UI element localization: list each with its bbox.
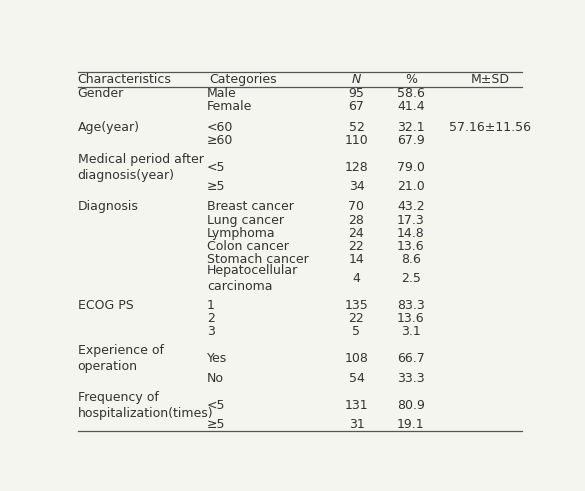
Text: Experience of
operation: Experience of operation: [78, 344, 164, 373]
Text: 13.6: 13.6: [397, 312, 425, 326]
Text: <5: <5: [207, 399, 225, 411]
Text: Yes: Yes: [207, 352, 227, 365]
Text: Hepatocellular
carcinoma: Hepatocellular carcinoma: [207, 265, 298, 294]
Text: 19.1: 19.1: [397, 418, 425, 431]
Text: 21.0: 21.0: [397, 180, 425, 193]
Text: 3.1: 3.1: [401, 326, 421, 338]
Text: 5: 5: [353, 326, 360, 338]
Text: Lung cancer: Lung cancer: [207, 214, 284, 226]
Text: 4: 4: [353, 273, 360, 285]
Text: 108: 108: [345, 352, 369, 365]
Text: 33.3: 33.3: [397, 372, 425, 385]
Text: M±SD: M±SD: [471, 73, 510, 86]
Text: 54: 54: [349, 372, 364, 385]
Text: 57.16±11.56: 57.16±11.56: [449, 121, 531, 134]
Text: 41.4: 41.4: [397, 100, 425, 113]
Text: 43.2: 43.2: [397, 200, 425, 214]
Text: 14.8: 14.8: [397, 227, 425, 240]
Text: No: No: [207, 372, 224, 385]
Text: 22: 22: [349, 312, 364, 326]
Text: Breast cancer: Breast cancer: [207, 200, 294, 214]
Text: 67: 67: [349, 100, 364, 113]
Text: 17.3: 17.3: [397, 214, 425, 226]
Text: Age(year): Age(year): [78, 121, 140, 134]
Text: 135: 135: [345, 299, 369, 312]
Text: Colon cancer: Colon cancer: [207, 240, 289, 253]
Text: N: N: [352, 73, 361, 86]
Text: 70: 70: [349, 200, 364, 214]
Text: Gender: Gender: [78, 87, 124, 100]
Text: 2.5: 2.5: [401, 273, 421, 285]
Text: 13.6: 13.6: [397, 240, 425, 253]
Text: 58.6: 58.6: [397, 87, 425, 100]
Text: ≥5: ≥5: [207, 418, 225, 431]
Text: 131: 131: [345, 399, 369, 411]
Text: 67.9: 67.9: [397, 134, 425, 147]
Text: 34: 34: [349, 180, 364, 193]
Text: Frequency of
hospitalization(times): Frequency of hospitalization(times): [78, 391, 214, 420]
Text: ECOG PS: ECOG PS: [78, 299, 133, 312]
Text: 79.0: 79.0: [397, 161, 425, 174]
Text: 110: 110: [345, 134, 369, 147]
Text: <60: <60: [207, 121, 233, 134]
Text: <5: <5: [207, 161, 225, 174]
Text: 14: 14: [349, 253, 364, 266]
Text: 2: 2: [207, 312, 215, 326]
Text: Lymphoma: Lymphoma: [207, 227, 276, 240]
Text: Characteristics: Characteristics: [78, 73, 171, 86]
Text: 32.1: 32.1: [397, 121, 425, 134]
Text: 8.6: 8.6: [401, 253, 421, 266]
Text: 3: 3: [207, 326, 215, 338]
Text: 52: 52: [349, 121, 364, 134]
Text: 80.9: 80.9: [397, 399, 425, 411]
Text: 66.7: 66.7: [397, 352, 425, 365]
Text: Medical period after
diagnosis(year): Medical period after diagnosis(year): [78, 153, 204, 182]
Text: 28: 28: [349, 214, 364, 226]
Text: Female: Female: [207, 100, 252, 113]
Text: %: %: [405, 73, 417, 86]
Text: Male: Male: [207, 87, 236, 100]
Text: 1: 1: [207, 299, 215, 312]
Text: ≥5: ≥5: [207, 180, 225, 193]
Text: 24: 24: [349, 227, 364, 240]
Text: 22: 22: [349, 240, 364, 253]
Text: 31: 31: [349, 418, 364, 431]
Text: Stomach cancer: Stomach cancer: [207, 253, 309, 266]
Text: ≥60: ≥60: [207, 134, 233, 147]
Text: 83.3: 83.3: [397, 299, 425, 312]
Text: Categories: Categories: [209, 73, 277, 86]
Text: Diagnosis: Diagnosis: [78, 200, 139, 214]
Text: 128: 128: [345, 161, 369, 174]
Text: 95: 95: [349, 87, 364, 100]
